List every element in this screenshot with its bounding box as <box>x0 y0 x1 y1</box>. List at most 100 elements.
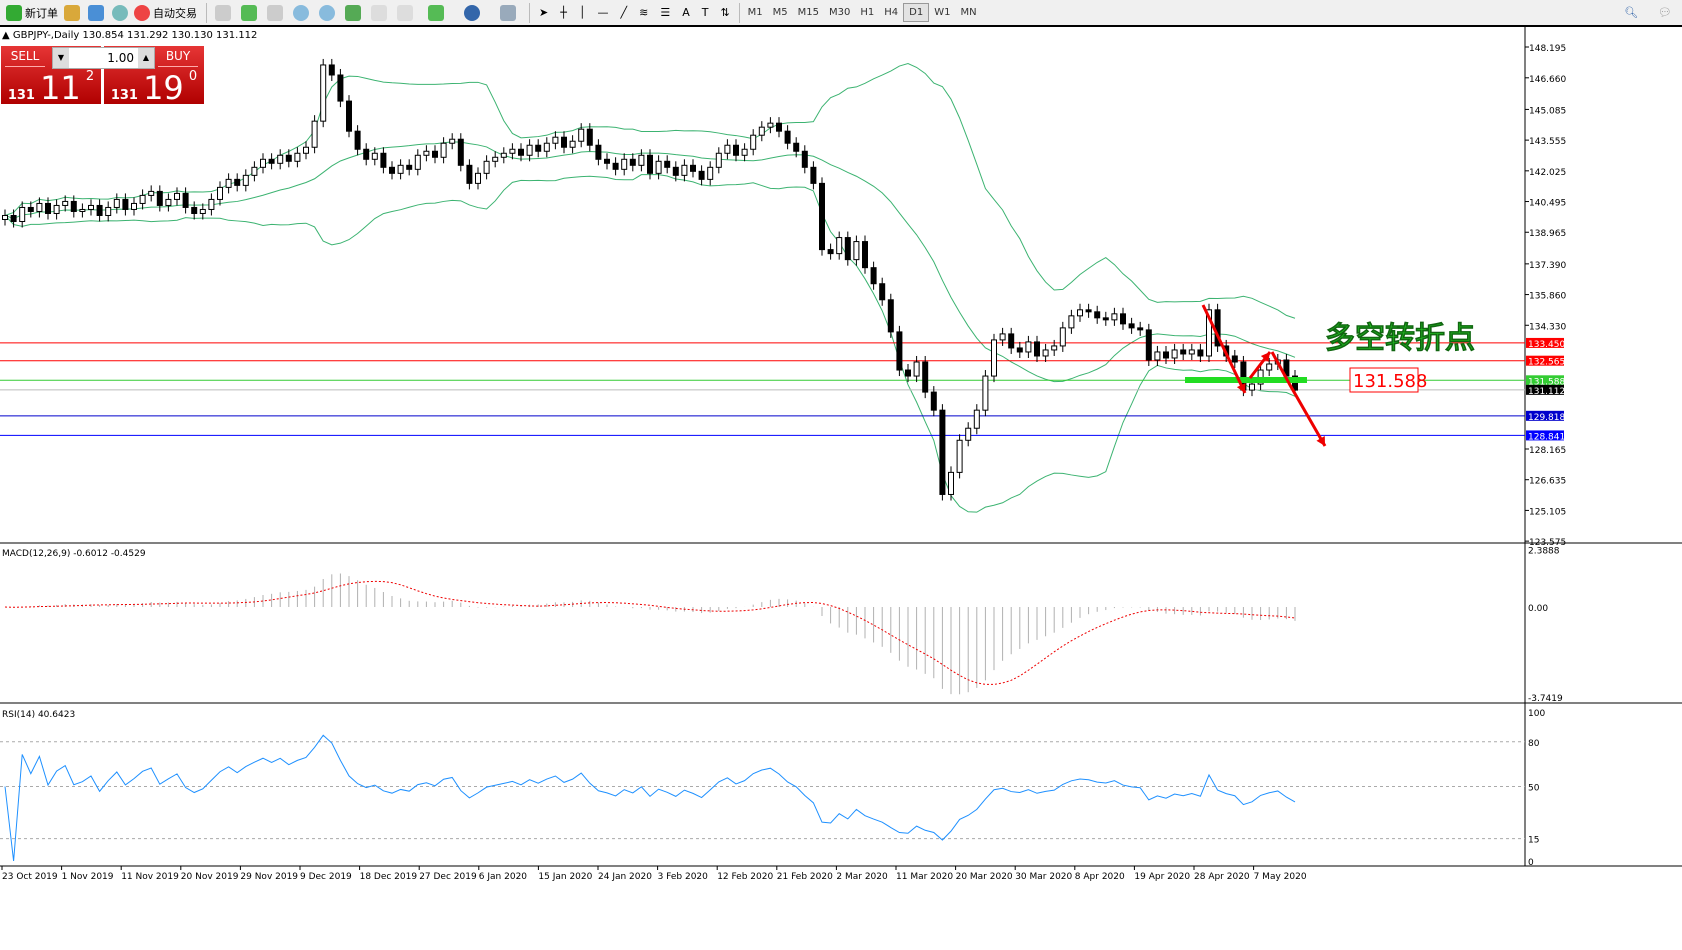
date-label: 30 Mar 2020 <box>1015 872 1072 882</box>
date-label: 8 Apr 2020 <box>1075 872 1125 882</box>
sell-button[interactable]: SELL 131 11 2 <box>1 46 101 107</box>
history-icon[interactable] <box>64 4 80 21</box>
date-label: 29 Nov 2019 <box>240 872 298 882</box>
candle-body <box>1034 341 1040 357</box>
timeframe-mn[interactable]: MN <box>960 7 977 18</box>
timeframe-m5[interactable]: M5 <box>772 7 788 18</box>
auto-trading-button[interactable]: 自动交易 <box>128 2 203 24</box>
auto-scroll-icon[interactable] <box>371 4 387 21</box>
price-tick-label: 134.330 <box>1529 322 1566 332</box>
level-label-bg <box>1526 384 1564 395</box>
date-label: 7 May 2020 <box>1254 872 1307 882</box>
price-tick-label: 138.965 <box>1529 229 1566 239</box>
sell-label: SELL <box>5 46 45 67</box>
candle-body <box>70 200 77 212</box>
tile-windows-icon[interactable] <box>345 4 361 21</box>
zoom-in-icon[interactable] <box>293 4 309 21</box>
date-label: 24 Jan 2020 <box>598 872 652 882</box>
candle-body <box>1231 355 1238 363</box>
chat-icon[interactable]: 💬︎ <box>1658 6 1672 19</box>
macd-axis-label: 0.00 <box>1528 604 1548 614</box>
candle-body <box>827 249 834 255</box>
candle-body <box>1094 311 1101 319</box>
timeframe-m30[interactable]: M30 <box>829 7 851 18</box>
candle-body <box>887 299 894 333</box>
templates-icon[interactable] <box>500 4 516 21</box>
timeframe-d1[interactable]: D1 <box>903 3 930 22</box>
date-label: 19 Apr 2020 <box>1134 872 1190 882</box>
candle-body <box>199 208 206 214</box>
cursor-icon[interactable]: ➤ <box>539 6 549 19</box>
new-order-button[interactable]: 新订单 <box>0 2 64 24</box>
zoom-out-icon[interactable] <box>319 4 335 21</box>
candlestick-icon[interactable] <box>241 4 257 21</box>
candle-body <box>1163 351 1169 359</box>
candle-body <box>784 130 791 144</box>
trendline-icon[interactable]: ╱ <box>620 6 628 19</box>
candle-body <box>1120 313 1126 325</box>
crosshair-icon[interactable]: ┼ <box>560 6 567 19</box>
level-label-bg <box>1526 375 1564 386</box>
toolbar: 新订单 自动交易 ➤ ┼ │ — ╱ ≋ ☰ A T ⇅ M1 M5 M15 M… <box>0 0 1682 27</box>
timeframe-h4[interactable]: H4 <box>884 7 899 18</box>
price-tick-label: 128.165 <box>1529 446 1566 456</box>
signal-icon[interactable] <box>112 4 128 21</box>
lot-input[interactable]: 1.00 <box>107 51 134 65</box>
timeframe-m1[interactable]: M1 <box>747 7 763 18</box>
candle-body <box>251 166 258 176</box>
candle-body <box>879 283 886 301</box>
auto-trading-label: 自动交易 <box>153 6 197 20</box>
candle-body <box>1197 349 1204 357</box>
channel-icon[interactable]: ≋ <box>639 6 649 19</box>
candle-body <box>1008 333 1015 349</box>
macd-signal-line <box>4 580 1296 685</box>
candle-body <box>414 154 421 170</box>
timeframe-m15[interactable]: M15 <box>797 7 820 18</box>
lot-size-stepper[interactable]: ▼ 1.00 ▲ <box>52 47 155 69</box>
candle-body <box>569 140 576 148</box>
level-label: 132.565 <box>1528 358 1565 368</box>
candle-body <box>1025 341 1032 353</box>
bar-chart-icon[interactable] <box>215 4 231 21</box>
candle-body <box>268 158 275 164</box>
timeframe-w1[interactable]: W1 <box>934 7 951 18</box>
periods-icon[interactable] <box>464 4 480 21</box>
lot-decrease-button[interactable]: ▼ <box>53 48 69 68</box>
date-label: 28 Apr 2020 <box>1194 872 1250 882</box>
text-label-icon[interactable]: T <box>701 6 709 19</box>
candle-body <box>973 409 980 429</box>
candle-body <box>346 100 352 132</box>
lot-increase-button[interactable]: ▲ <box>138 48 154 68</box>
arrows-icon[interactable]: ⇅ <box>720 6 730 19</box>
candle-body <box>182 192 189 208</box>
vertical-line-icon[interactable]: │ <box>578 6 586 19</box>
rsi-line <box>4 734 1296 862</box>
fibonacci-icon[interactable]: ☰ <box>660 6 671 19</box>
candle-body <box>277 154 284 164</box>
terminal-icon[interactable] <box>88 4 104 21</box>
candle-body <box>1059 327 1066 347</box>
text-icon[interactable]: A <box>682 6 690 19</box>
candle-body <box>294 152 301 162</box>
timeframe-h1[interactable]: H1 <box>860 7 875 18</box>
candle-body <box>449 138 456 144</box>
candle-body <box>905 369 911 377</box>
candle-body <box>810 166 817 184</box>
candle-body <box>595 144 602 160</box>
candle-body <box>440 142 447 158</box>
candle-body <box>707 166 714 180</box>
candle-body <box>1292 375 1298 391</box>
candle-body <box>242 174 249 186</box>
level-label-bg <box>1526 430 1564 441</box>
candle-body <box>561 136 567 148</box>
indicators-icon[interactable] <box>428 4 444 21</box>
search-icon[interactable]: 🔍︎ <box>1624 6 1639 19</box>
line-chart-icon[interactable] <box>267 4 283 21</box>
candle-body <box>1042 349 1049 357</box>
candle-body <box>948 471 954 495</box>
candle-body <box>793 142 800 152</box>
price-tick-label: 126.635 <box>1529 477 1566 487</box>
horizontal-line-icon[interactable]: — <box>597 6 609 19</box>
chart-shift-icon[interactable] <box>397 4 413 21</box>
